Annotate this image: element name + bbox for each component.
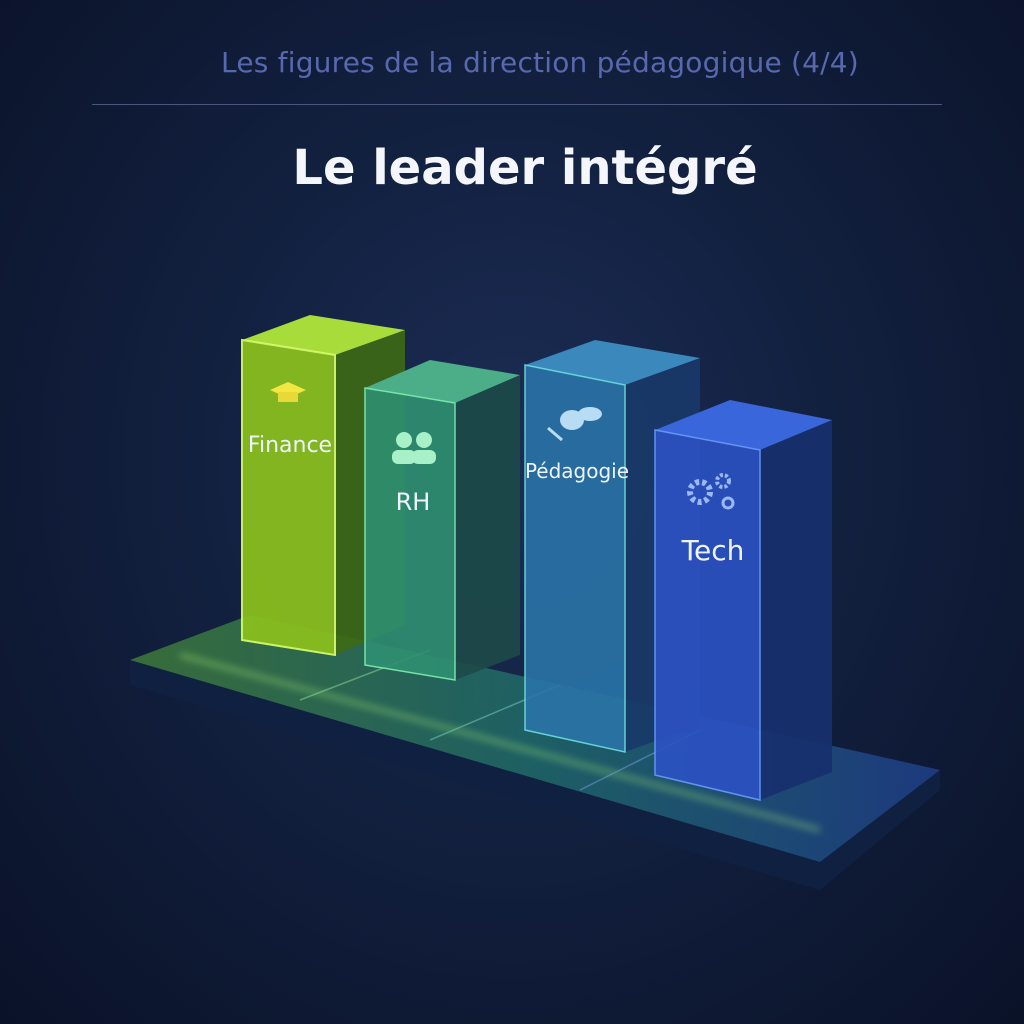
pillar-label: Finance bbox=[248, 433, 332, 458]
people-icon bbox=[392, 432, 436, 464]
graduation-cap-icon bbox=[270, 382, 306, 402]
pillar-label: RH bbox=[396, 488, 431, 516]
divider bbox=[92, 104, 942, 105]
gears-icon bbox=[687, 473, 735, 510]
pillar-tech: Tech bbox=[654, 400, 832, 801]
books-icon bbox=[547, 407, 602, 442]
pillar-label: Tech bbox=[681, 534, 745, 567]
page-title: Le leader intégré bbox=[292, 140, 758, 196]
subtitle: Les figures de la direction pédagogique … bbox=[221, 46, 859, 79]
pillar-label: Pédagogie bbox=[525, 459, 629, 483]
pillar-rh: RH bbox=[364, 360, 520, 681]
